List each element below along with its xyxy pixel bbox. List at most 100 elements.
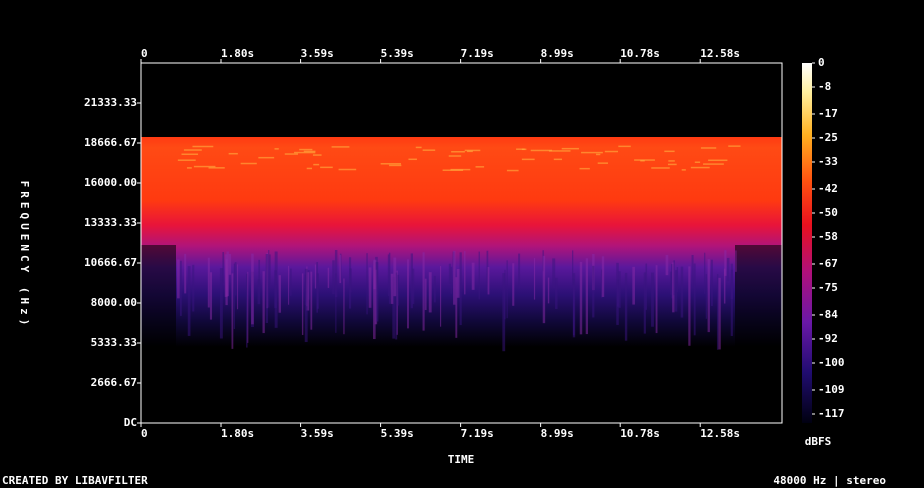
streak: [237, 264, 239, 310]
streak: [222, 252, 225, 284]
streak: [368, 267, 372, 308]
streak: [680, 266, 684, 318]
colorbar-tick-label: -42: [818, 182, 838, 195]
streak: [553, 158, 563, 161]
y-tick-label: 10666.67: [84, 256, 137, 269]
streak: [471, 262, 475, 290]
streak: [407, 259, 409, 329]
streak: [288, 265, 290, 305]
streak: [294, 151, 316, 154]
colorbar-tick-label: 0: [818, 56, 825, 69]
streak: [703, 163, 724, 165]
streak: [486, 250, 489, 291]
streak: [373, 260, 376, 340]
streak: [710, 259, 713, 307]
streak: [234, 262, 237, 296]
streak: [533, 258, 536, 300]
colorbar-tick-label: -17: [818, 107, 838, 120]
streak: [651, 167, 670, 169]
streak: [284, 153, 299, 155]
colorbar-tick-label: -25: [818, 131, 838, 144]
streak: [299, 148, 313, 151]
streak: [643, 272, 646, 334]
streak: [716, 273, 719, 350]
colorbar-tick-label: -117: [818, 407, 845, 420]
streak: [251, 253, 254, 325]
streak: [278, 275, 281, 313]
streak: [453, 250, 456, 305]
streak: [366, 253, 368, 315]
streak: [290, 268, 292, 296]
streak: [645, 263, 648, 310]
streak: [555, 277, 558, 309]
streak: [512, 263, 515, 306]
colorbar-label: dBFS: [805, 435, 832, 448]
streak: [478, 251, 480, 300]
streak: [177, 159, 196, 161]
streak: [506, 169, 519, 172]
x-tick-label-bottom: 1.80s: [221, 427, 254, 440]
streak: [388, 252, 391, 304]
streak: [320, 166, 333, 169]
streak: [651, 272, 654, 327]
colorbar-tick-label: -50: [818, 206, 838, 219]
colorbar-tick-label: -109: [818, 383, 845, 396]
streak: [542, 255, 546, 324]
streak: [604, 150, 618, 153]
y-tick-label: DC: [124, 416, 137, 429]
streak: [187, 266, 191, 336]
streak: [655, 265, 658, 334]
streak: [694, 161, 701, 163]
streak: [422, 149, 436, 151]
streak: [412, 268, 415, 304]
y-tick-label: 21333.33: [84, 96, 137, 109]
streak: [665, 255, 669, 276]
streak: [707, 259, 710, 333]
streak: [600, 269, 603, 298]
streak: [728, 145, 741, 147]
x-tick-label-top: 10.78s: [620, 47, 660, 60]
x-tick-label-bottom: 7.19s: [461, 427, 494, 440]
streak: [681, 169, 686, 171]
streak: [331, 146, 350, 148]
y-tick-label: 18666.67: [84, 136, 137, 149]
x-tick-label-bottom: 3.59s: [301, 427, 334, 440]
streak: [581, 151, 603, 154]
spectrum-streaks: [177, 145, 741, 352]
streak: [192, 264, 195, 312]
streak: [269, 254, 271, 285]
streak: [274, 148, 279, 150]
colorbar-tick-label: -75: [818, 281, 838, 294]
streak: [475, 166, 485, 168]
streak: [502, 273, 506, 352]
streak: [691, 255, 694, 287]
streak: [616, 279, 619, 307]
streak: [304, 268, 308, 343]
streak: [208, 167, 225, 169]
streak: [177, 259, 180, 299]
streak: [547, 277, 550, 304]
streak: [339, 254, 342, 284]
streak: [334, 250, 338, 298]
streak: [618, 271, 621, 308]
streak: [451, 151, 465, 153]
x-tick-label-bottom: 10.78s: [620, 427, 660, 440]
streak: [448, 155, 462, 157]
streak: [456, 268, 460, 298]
x-axis-label: TIME: [448, 453, 475, 466]
x-tick-label-top: 1.80s: [221, 47, 254, 60]
streak: [676, 267, 679, 293]
streak: [579, 167, 590, 170]
streak: [303, 150, 316, 153]
streak: [595, 153, 601, 156]
streak: [247, 271, 249, 343]
colorbar: [802, 63, 812, 423]
x-tick-label-top: 8.99s: [541, 47, 574, 60]
streak: [262, 271, 265, 334]
streak: [506, 260, 508, 319]
streak: [433, 275, 436, 303]
streak: [726, 257, 730, 282]
x-tick-label-top: 7.19s: [461, 47, 494, 60]
streak: [268, 250, 270, 308]
